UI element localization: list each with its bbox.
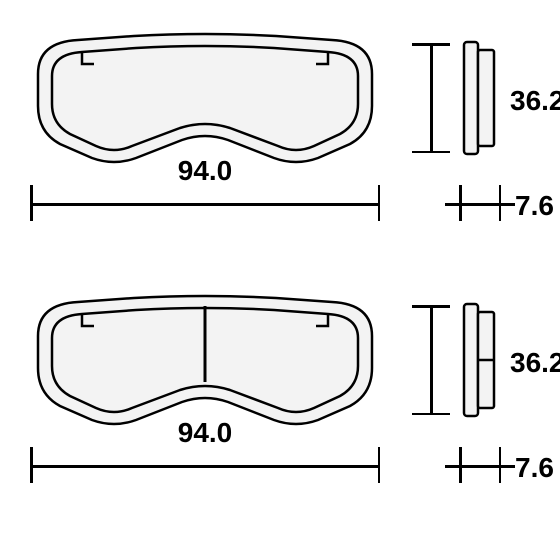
dim-thickness [445,183,515,223]
height-label: 36.2 [510,85,560,117]
height-label: 36.2 [510,347,560,379]
pad-front-view [30,290,380,430]
diagram-canvas: 94.0 36.2 7.6 [0,0,560,543]
dim-width: 94.0 [30,445,380,485]
dim-thickness [445,445,515,485]
width-label: 94.0 [172,417,239,449]
thickness-label: 7.6 [515,452,554,484]
brake-pad-bottom: 94.0 [30,290,540,500]
pad-front-view [30,28,380,168]
thickness-label: 7.6 [515,190,554,222]
pad-side-view [460,28,500,168]
brake-pad-top: 94.0 [30,28,540,238]
dim-height [410,43,452,153]
width-label: 94.0 [172,155,239,187]
pad-side-view [460,290,500,430]
dim-width: 94.0 [30,183,380,223]
dim-height [410,305,452,415]
